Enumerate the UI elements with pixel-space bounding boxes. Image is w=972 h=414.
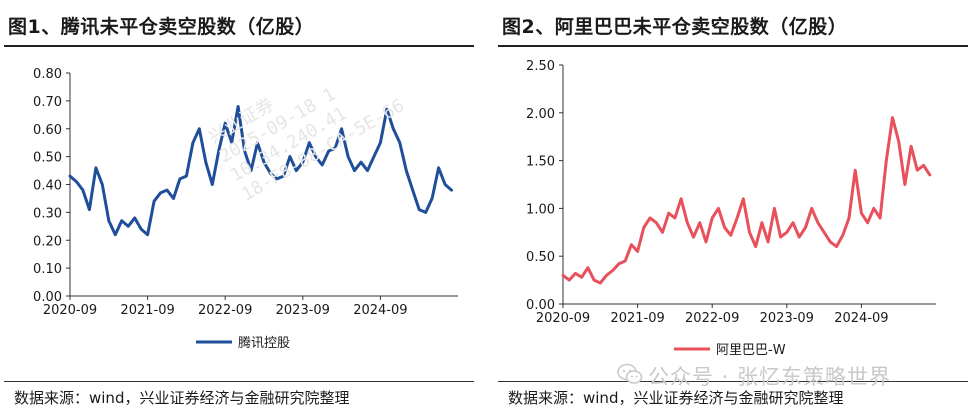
x-tick-label: 2023-09	[276, 303, 330, 318]
y-tick-label: 0.40	[33, 179, 62, 194]
y-tick-label: 0.10	[33, 262, 62, 277]
x-tick-label: 2024-09	[834, 311, 888, 326]
chart-panel-tencent: 图1、腾讯未平仓卖空股数（亿股） 0.00 0.10 0.20 0.30 0.40 0.5…	[0, 0, 478, 414]
y-tick-label: 1.00	[526, 202, 555, 217]
y-tick-label: 2.00	[526, 107, 555, 122]
x-tick-label: 2021-09	[120, 303, 174, 318]
x-tick-label: 2022-09	[198, 303, 252, 318]
x-tick-label: 2020-09	[536, 311, 590, 326]
title-divider	[498, 45, 968, 47]
chart-title: 图1、腾讯未平仓卖空股数（亿股）	[8, 16, 315, 38]
y-tick-label: 0.00	[526, 298, 555, 313]
x-tick-label: 2024-09	[353, 303, 407, 318]
channel-watermark: 公众号 · 张忆东策略世界	[648, 365, 892, 389]
y-tick-label: 0.30	[33, 206, 62, 221]
legend-label: 阿里巴巴-W	[716, 343, 786, 358]
chart-panel-alibaba: 图2、阿里巴巴未平仓卖空股数（亿股） 0.00 0.50 1.00 1.50 2.00 2…	[494, 0, 972, 414]
y-tick-label: 0.80	[33, 67, 62, 82]
series-line	[68, 105, 453, 237]
y-tick-label: 2.50	[526, 59, 555, 74]
alibaba-short-interest-chart: 0.00 0.50 1.00 1.50 2.00 2.50 2020-09 2021-09 20…	[526, 59, 936, 358]
y-tick-label: 0.50	[526, 250, 555, 265]
x-tick-label: 2023-09	[760, 311, 814, 326]
y-tick-label: 0.70	[33, 95, 62, 110]
x-tick-label: 2021-09	[610, 311, 664, 326]
tencent-short-interest-chart: 0.00 0.10 0.20 0.30 0.40 0.50 0.60 0.70 0.80 2020…	[33, 67, 458, 351]
chart-title: 图2、阿里巴巴未平仓卖空股数（亿股）	[502, 16, 848, 38]
legend-label: 腾讯控股	[238, 335, 290, 351]
series-line	[561, 116, 932, 285]
x-tick-label: 2022-09	[685, 311, 739, 326]
x-tick-label: 2020-09	[43, 303, 97, 318]
y-tick-label: 0.60	[33, 123, 62, 138]
y-tick-label: 0.20	[33, 234, 62, 249]
data-source-note: 数据来源：wind，兴业证券经济与金融研究院整理	[14, 389, 350, 407]
y-tick-label: 0.00	[33, 290, 62, 305]
source-divider	[4, 381, 474, 382]
data-source-note: 数据来源：wind，兴业证券经济与金融研究院整理	[508, 389, 844, 407]
y-tick-label: 1.50	[526, 155, 555, 170]
y-tick-label: 0.50	[33, 151, 62, 166]
wechat-icon	[617, 363, 643, 384]
title-divider	[4, 45, 474, 47]
source-divider	[498, 381, 968, 382]
